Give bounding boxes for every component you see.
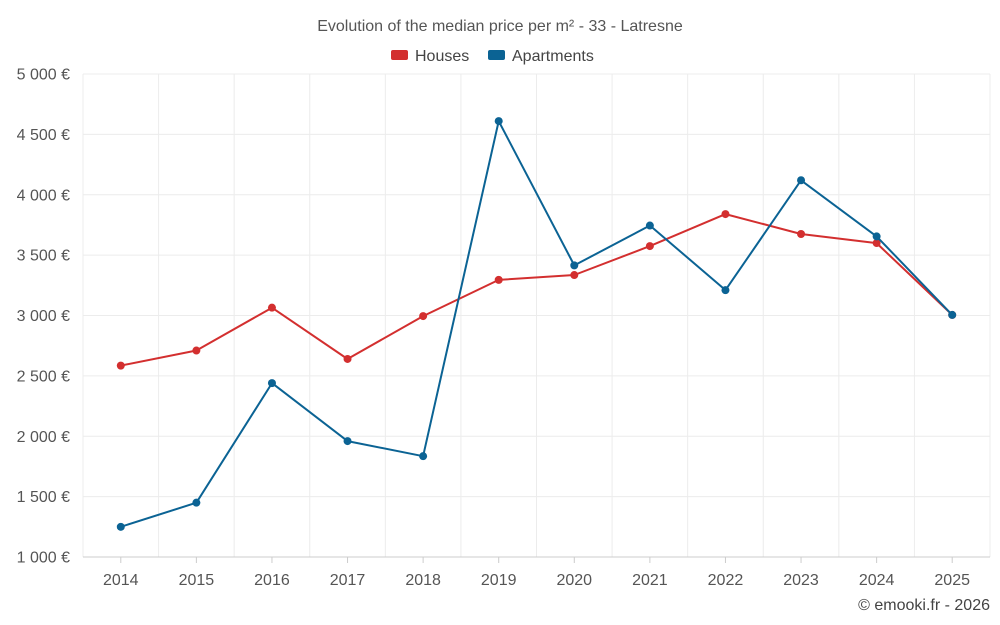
y-tick-label: 4 000 € bbox=[17, 187, 70, 204]
series-group bbox=[116, 117, 957, 531]
data-point-houses bbox=[494, 275, 503, 284]
data-point-apartments bbox=[343, 437, 352, 446]
x-tick-label: 2019 bbox=[481, 572, 517, 589]
data-point-houses bbox=[116, 361, 125, 370]
data-point-houses bbox=[721, 210, 730, 219]
chart-title: Evolution of the median price per m² - 3… bbox=[317, 18, 683, 35]
x-tick-label: 2016 bbox=[254, 572, 290, 589]
data-point-houses bbox=[872, 239, 881, 248]
data-point-apartments bbox=[494, 117, 503, 126]
credit-text: © emooki.fr - 2026 bbox=[858, 597, 990, 614]
legend-item-houses: Houses bbox=[391, 48, 469, 65]
x-tick-label: 2015 bbox=[179, 572, 215, 589]
y-tick-label: 2 500 € bbox=[17, 368, 70, 385]
x-tick-label: 2017 bbox=[330, 572, 366, 589]
y-tick-label: 4 500 € bbox=[17, 127, 70, 144]
y-tick-label: 3 000 € bbox=[17, 308, 70, 325]
data-point-apartments bbox=[948, 310, 957, 319]
x-tick-label: 2025 bbox=[934, 572, 970, 589]
data-point-houses bbox=[192, 346, 201, 355]
data-point-houses bbox=[645, 242, 654, 251]
data-point-apartments bbox=[645, 221, 654, 230]
x-tick-label: 2022 bbox=[708, 572, 744, 589]
data-point-apartments bbox=[192, 498, 201, 507]
x-tick-label: 2018 bbox=[405, 572, 441, 589]
x-tick-label: 2021 bbox=[632, 572, 668, 589]
x-tick-label: 2014 bbox=[103, 572, 139, 589]
x-tick-label: 2023 bbox=[783, 572, 819, 589]
data-point-houses bbox=[343, 354, 352, 363]
legend-label-apartments: Apartments bbox=[512, 48, 594, 65]
legend-swatch-apartments bbox=[488, 50, 505, 60]
y-tick-label: 5 000 € bbox=[17, 67, 70, 84]
series-line-apartments bbox=[120, 120, 953, 528]
data-point-apartments bbox=[570, 261, 579, 270]
x-tick-label: 2020 bbox=[556, 572, 592, 589]
series-apartments bbox=[116, 117, 957, 531]
y-tick-label: 1 500 € bbox=[17, 489, 70, 506]
series-houses bbox=[116, 210, 957, 370]
data-point-apartments bbox=[721, 286, 730, 295]
legend-swatch-houses bbox=[391, 50, 408, 60]
data-point-houses bbox=[797, 229, 806, 238]
legend: Houses Apartments bbox=[391, 48, 594, 65]
data-point-houses bbox=[570, 271, 579, 280]
x-tick-label: 2024 bbox=[859, 572, 895, 589]
data-point-apartments bbox=[267, 379, 276, 388]
y-tick-label: 2 000 € bbox=[17, 429, 70, 446]
data-point-houses bbox=[267, 303, 276, 312]
y-tick-label: 1 000 € bbox=[17, 550, 70, 567]
series-line-houses bbox=[120, 213, 953, 367]
legend-label-houses: Houses bbox=[415, 48, 469, 65]
y-axis: 1 000 € 1 500 € 2 000 € 2 500 € 3 000 € 3 500… bbox=[17, 67, 70, 567]
data-point-apartments bbox=[797, 176, 806, 185]
grid bbox=[82, 73, 991, 557]
data-point-houses bbox=[419, 312, 428, 321]
data-point-apartments bbox=[872, 232, 881, 241]
data-point-apartments bbox=[419, 452, 428, 461]
legend-item-apartments: Apartments bbox=[488, 48, 594, 65]
y-tick-label: 3 500 € bbox=[17, 248, 70, 265]
x-axis: 2014 2015 2016 2017 2018 2019 2020 2021 2022 2023… bbox=[83, 556, 990, 589]
data-point-apartments bbox=[116, 522, 125, 531]
